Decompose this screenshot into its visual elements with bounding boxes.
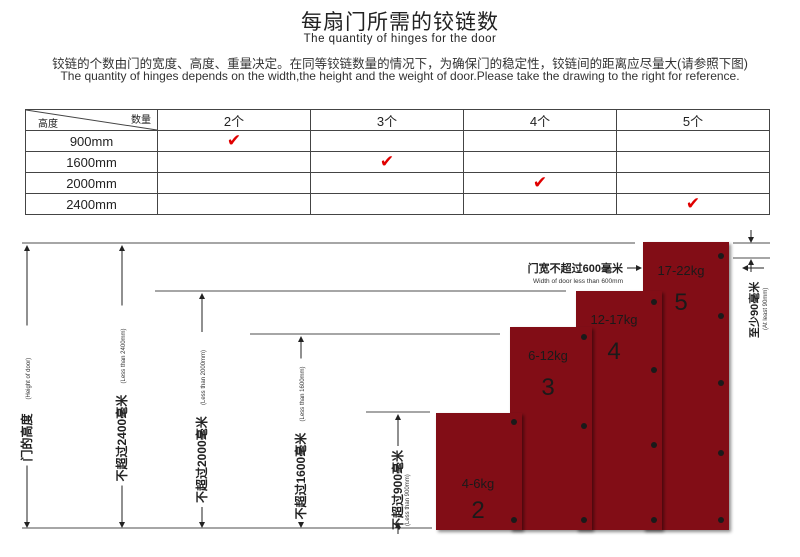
hinge-dot-icon [581,423,587,429]
height-limit-en: (Less than 2000mm) [201,350,207,405]
door-weight: 12-17kg [591,312,638,327]
margin-label-en: (At least 90mm) [763,288,769,330]
hinge-dot-icon [651,299,657,305]
hinge-table: 数量 高度 2个 3个 4个 5个 900mm ✔ 1600mm ✔ 2000mm ✔ 24… [25,109,770,215]
height-limit-en: (Less than 2400mm) [121,328,127,383]
width-annotation: 门宽不超过600毫米 Width of door less than 600mm… [528,230,769,338]
table-header-row: 数量 高度 2个 3个 4个 5个 [25,109,770,131]
table-row: 900mm ✔ [25,130,770,152]
table-row: 1600mm ✔ [25,151,770,173]
height-label: 高度 [38,119,58,130]
hinge-dot-icon [651,517,657,523]
door-hinge-count: 4 [607,338,620,365]
door-panel [436,413,522,530]
row-label: 2000mm [25,172,158,194]
door-weight: 4-6kg [462,476,495,491]
door-3-hinges: 6-12kg 3 [510,327,592,530]
door-weight: 6-12kg [528,348,568,363]
width-label-en: Width of door less than 600mm [533,278,623,285]
description-cn: 铰链的个数由门的宽度、高度、重量决定。在同等铰链数量的情况下，为确保门的稳定性，… [52,57,748,71]
height-limit-cn: 不超过2400毫米 [114,394,129,482]
door-2-hinges: 4-6kg 2 [436,413,522,530]
cell: ✔ [157,130,311,152]
height-limit-cn: 门的高度 [19,412,34,461]
height-guide-lines [22,242,770,529]
doors: 17-22kg 5 12-17kg 4 6-12kg 3 4-6kg 2 [436,242,729,530]
cell: ✔ [616,193,770,215]
row-label: 2400mm [25,193,158,215]
width-label-cn: 门宽不超过600毫米 [528,261,624,275]
height-limit-en: (Less than 1600mm) [300,366,306,421]
margin-label-cn: 至少90毫米 [747,281,761,338]
hinge-dot-icon [651,367,657,373]
hinge-dot-icon [581,334,587,340]
hinge-dot-icon [718,253,724,259]
page-subtitle: The quantity of hinges for the door [303,33,497,45]
table-row: 2400mm ✔ [25,193,770,215]
door-hinge-count: 2 [471,497,484,524]
hinge-dot-icon [511,419,517,425]
height-limit-en: (Less than 900mm) [405,474,411,526]
checkmark-icon: ✔ [226,131,242,150]
hinge-dot-icon [718,313,724,319]
hinge-dot-icon [718,380,724,386]
hinge-dot-icon [718,450,724,456]
height-limit-cn: 不超过1600毫米 [293,432,308,520]
checkmark-icon: ✔ [685,194,701,213]
quantity-label: 数量 [131,115,151,126]
hinge-dot-icon [651,442,657,448]
checkmark-icon: ✔ [532,173,548,192]
hinge-dot-icon [511,517,517,523]
dimension-arrows: 门的高度 (Height of door) 不超过2400毫米 (Less than … [19,245,411,534]
hinge-dot-icon [581,517,587,523]
height-limit-en: (Height of door) [26,358,32,400]
door-hinge-count: 5 [674,289,687,316]
corner-cell: 数量 高度 [25,109,158,131]
page-title: 每扇门所需的铰链数 [301,11,499,34]
height-limit-cn: 不超过900毫米 [390,449,405,530]
table-row: 2000mm ✔ [25,172,770,194]
door-panel [510,327,592,530]
hinge-dot-icon [718,517,724,523]
diagonal-line [26,110,157,130]
height-limit-cn: 不超过2000毫米 [194,415,209,503]
door-weight: 17-22kg [658,263,705,278]
door-hinge-count: 3 [541,374,554,401]
checkmark-icon: ✔ [379,152,395,171]
description-en: The quantity of hinges depends on the wi… [60,69,740,83]
